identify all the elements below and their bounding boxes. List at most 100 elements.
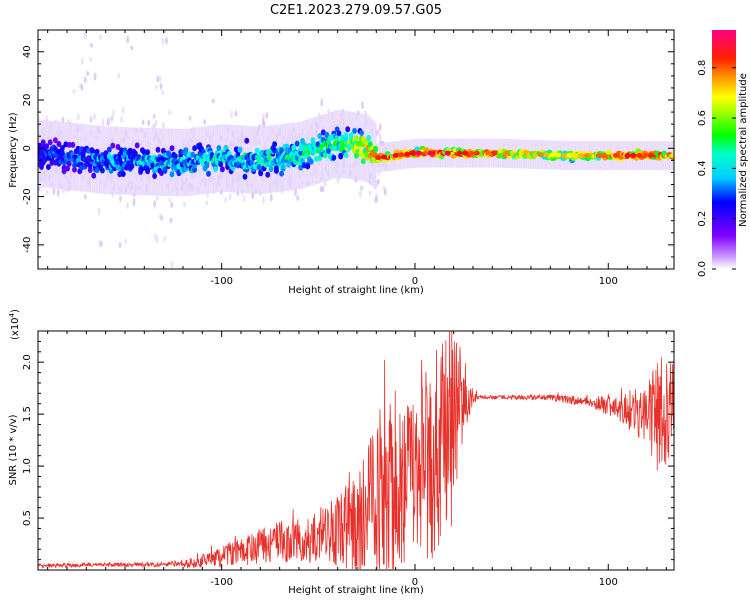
heatmap-cell	[280, 163, 286, 170]
heatmap-cell	[254, 147, 260, 154]
snr-y-scale-close: )	[10, 309, 21, 313]
heatmap-cell	[106, 146, 112, 153]
heatmap-noise-cell	[154, 84, 158, 90]
heatmap-noise-cell	[168, 109, 172, 116]
heatmap-noise-cell	[121, 106, 125, 114]
heatmap-noise-cell	[377, 178, 380, 185]
heatmap-cell	[134, 142, 140, 149]
heatmap-noise-cell	[153, 233, 157, 240]
heatmap-peak-cell	[392, 153, 399, 158]
heatmap-x-ticks: -100 0 100	[47, 30, 667, 287]
heatmap-noise-cell	[84, 32, 87, 40]
heatmap-noise-cell	[147, 119, 151, 127]
heatmap-peak-cell	[595, 153, 602, 158]
heatmap-cell	[178, 149, 184, 155]
heatmap-noise-cell	[153, 200, 157, 208]
snr-x-tick-label: 0	[412, 577, 418, 588]
heatmap-noise-cell	[211, 98, 215, 104]
heatmap-y-tick-label: 40	[22, 45, 33, 58]
heatmap-band-halo	[362, 113, 365, 182]
snr-x-tick-label: 100	[599, 577, 618, 588]
heatmap-noise-cell	[132, 197, 136, 207]
heatmap-x-tick-label: 0	[412, 276, 418, 287]
snr-y-tick-label: 1.5	[22, 406, 33, 422]
heatmap-noise-cell	[368, 190, 372, 196]
heatmap-noise-cell	[61, 116, 65, 124]
heatmap-cell	[354, 135, 359, 142]
heatmap-cell	[317, 133, 323, 139]
colorbar-tick-label: 0.8	[697, 60, 708, 76]
heatmap-cell	[220, 166, 225, 173]
heatmap-cell	[670, 153, 674, 158]
colorbar-tick-label: 0.2	[697, 211, 708, 227]
heatmap-cell	[343, 132, 349, 139]
heatmap-noise-cell	[169, 217, 173, 224]
heatmap-noise-cell	[183, 201, 186, 208]
snr-y-tick-label: 0.5	[22, 510, 33, 526]
heatmap-y-axis-label: Frequency (Hz)	[8, 112, 19, 188]
heatmap-peak-cell	[647, 153, 654, 158]
snr-x-axis-label: Height of straight line (km)	[288, 585, 424, 596]
heatmap-y-tick-label: -40	[22, 237, 33, 253]
heatmap-peak-cell	[369, 151, 376, 157]
heatmap-cell	[94, 148, 100, 155]
heatmap-noise-cell	[162, 121, 165, 129]
heatmap-noise-cell	[110, 116, 114, 122]
heatmap-peak-cell	[404, 151, 411, 157]
heatmap-noise-cell	[165, 36, 168, 45]
heatmap-peak-cell	[624, 153, 631, 158]
heatmap-cell	[343, 152, 349, 159]
heatmap-noise-cell	[126, 202, 129, 210]
heatmap-y-ticks: -40 -20 0 20 40	[22, 39, 674, 270]
heatmap-band-halo	[121, 127, 124, 195]
heatmap-cell	[343, 136, 349, 143]
heatmap-cell	[334, 135, 340, 142]
heatmap-cell	[279, 147, 284, 154]
heatmap-noise-cell	[118, 242, 122, 249]
heatmap-cell	[268, 166, 274, 173]
heatmap-cell	[366, 135, 371, 141]
heatmap-noise-cell	[141, 119, 145, 126]
heatmap-noise-cell	[76, 113, 80, 121]
figure-title: C2E1.2023.279.09.57.G05	[270, 3, 442, 18]
heatmap-noise-cell	[80, 84, 84, 91]
heatmap-cell	[70, 141, 76, 148]
colorbar: 0.0 0.2 0.4 0.6 0.8 Normalized spectral ampl…	[697, 30, 749, 277]
heatmap-cell	[294, 140, 300, 147]
heatmap-peak-cell	[473, 150, 480, 156]
heatmap-cell	[192, 166, 198, 173]
heatmap-peak-cell	[462, 150, 469, 156]
heatmap-noise-cell	[119, 195, 122, 202]
heatmap-noise-cell	[375, 195, 378, 203]
heatmap-cell	[348, 132, 354, 139]
heatmap-cell	[218, 161, 224, 168]
heatmap-cell	[169, 145, 175, 152]
heatmap-cell	[44, 143, 50, 150]
heatmap-noise-cell	[294, 188, 297, 197]
heatmap-cell	[284, 147, 290, 154]
colorbar-tick-label: 0.0	[697, 261, 708, 277]
heatmap-noise-cell	[45, 190, 49, 195]
heatmap-cell	[145, 149, 151, 156]
heatmap-peak-cell	[584, 153, 590, 158]
heatmap-noise-cell	[89, 57, 93, 62]
heatmap-noise-cell	[383, 188, 387, 196]
heatmap-peak-cell	[381, 154, 387, 160]
heatmap-noise-cell	[107, 117, 110, 126]
heatmap-cell	[345, 126, 351, 133]
heatmap-peak-cell	[601, 153, 608, 158]
heatmap-y-tick-label: 0	[22, 145, 33, 151]
heatmap-peak-cell	[427, 150, 434, 156]
heatmap-cell	[61, 168, 67, 175]
heatmap-cell	[120, 171, 126, 177]
snr-y-scale-note: (x104)	[8, 309, 21, 340]
heatmap-noise-cell	[378, 133, 382, 142]
colorbar-label: Normalized spectral amplitude	[738, 73, 749, 227]
heatmap-noise-cell	[38, 185, 41, 192]
heatmap-peak-cell	[543, 152, 550, 158]
heatmap-cell	[237, 146, 243, 153]
heatmap-peak-cell	[410, 150, 416, 156]
heatmap-noise-cell	[120, 115, 124, 124]
heatmap-cell	[65, 165, 70, 172]
snr-x-tick-label: -100	[210, 577, 233, 588]
